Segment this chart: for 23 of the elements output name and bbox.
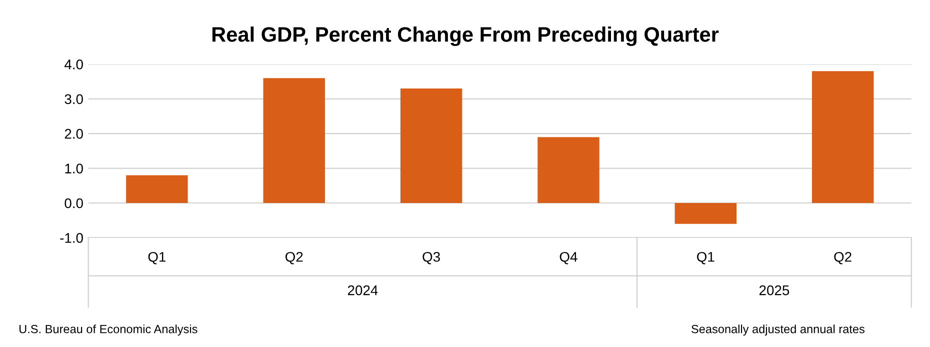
x-tick-label: Q2 xyxy=(286,252,303,264)
bar xyxy=(263,78,325,203)
bar xyxy=(400,88,462,203)
text: U.S. Bureau of Economic Analysis xyxy=(20,324,198,336)
bar xyxy=(538,137,600,203)
y-tick-label: 3.0 xyxy=(64,94,83,104)
bar xyxy=(812,71,874,203)
y-tick-label: -1.0 xyxy=(60,233,83,243)
x-tick-label: Q3 xyxy=(422,252,440,264)
x-tick-label: Q4 xyxy=(560,252,578,264)
x-tick-label: Q2 xyxy=(834,252,852,264)
text: 2025 xyxy=(759,285,790,296)
x-tick-label: Q1 xyxy=(697,252,714,264)
chart-title: Real GDP, Percent Change From Preceding Quarter xyxy=(212,26,719,46)
bar xyxy=(674,202,736,224)
y-tick-label: 2.0 xyxy=(64,128,83,139)
bar xyxy=(126,175,188,203)
text: 2024 xyxy=(348,285,378,296)
x-tick-label: Q1 xyxy=(148,252,166,264)
text: Seasonally adjusted annual rates xyxy=(692,324,864,336)
y-tick-label: 0.0 xyxy=(64,198,83,208)
y-tick-label: 1.0 xyxy=(65,164,83,174)
y-tick-label: 4.0 xyxy=(64,60,83,70)
